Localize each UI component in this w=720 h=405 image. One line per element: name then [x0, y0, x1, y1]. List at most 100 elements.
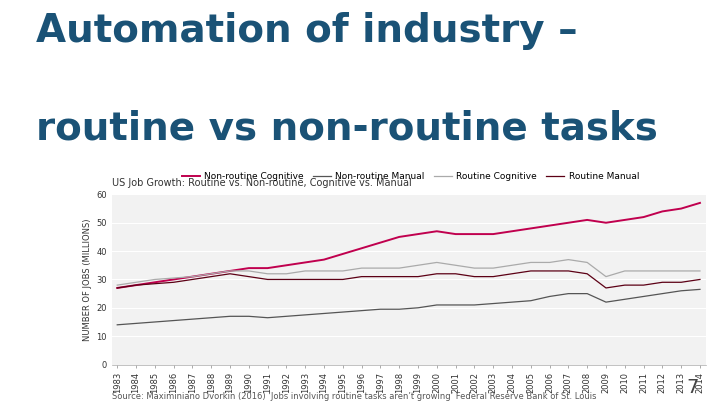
Routine Manual	[451, 271, 460, 276]
Non-routine Manual	[132, 321, 140, 326]
Routine Manual	[470, 274, 479, 279]
Non-routine Manual	[508, 300, 516, 305]
Non-routine Manual	[150, 320, 159, 324]
Non-routine Cognitive	[150, 280, 159, 285]
Routine Cognitive	[264, 271, 272, 276]
Non-routine Manual	[376, 307, 384, 312]
Routine Cognitive	[245, 269, 253, 273]
Routine Cognitive	[132, 280, 140, 285]
Non-routine Cognitive	[677, 206, 685, 211]
Routine Cognitive	[376, 266, 384, 271]
Text: routine vs non-routine tasks: routine vs non-routine tasks	[36, 109, 658, 147]
Routine Manual	[376, 274, 384, 279]
Routine Cognitive	[658, 269, 667, 273]
Routine Cognitive	[169, 275, 178, 280]
Line: Non-routine Manual: Non-routine Manual	[117, 289, 700, 325]
Routine Manual	[188, 277, 197, 282]
Non-routine Manual	[602, 300, 611, 305]
Routine Manual	[696, 277, 704, 282]
Routine Manual	[169, 280, 178, 285]
Routine Manual	[132, 283, 140, 288]
Y-axis label: NUMBER OF JOBS (MILLIONS): NUMBER OF JOBS (MILLIONS)	[83, 218, 92, 341]
Non-routine Cognitive	[357, 246, 366, 251]
Non-routine Cognitive	[320, 257, 328, 262]
Text: US Job Growth: Routine vs. Non-routine, Cognitive vs. Manual: US Job Growth: Routine vs. Non-routine, …	[112, 178, 411, 188]
Routine Manual	[282, 277, 291, 282]
Routine Manual	[489, 274, 498, 279]
Non-routine Cognitive	[658, 209, 667, 214]
Routine Manual	[320, 277, 328, 282]
Non-routine Cognitive	[602, 220, 611, 225]
Non-routine Manual	[564, 291, 572, 296]
Non-routine Cognitive	[245, 266, 253, 271]
Non-routine Manual	[169, 318, 178, 323]
Routine Manual	[545, 269, 554, 273]
Routine Cognitive	[188, 274, 197, 279]
Routine Manual	[621, 283, 629, 288]
Non-routine Manual	[526, 298, 535, 303]
Non-routine Manual	[658, 291, 667, 296]
Routine Manual	[395, 274, 403, 279]
Routine Cognitive	[489, 266, 498, 271]
Non-routine Cognitive	[132, 283, 140, 288]
Routine Manual	[301, 277, 310, 282]
Non-routine Cognitive	[433, 229, 441, 234]
Non-routine Cognitive	[545, 223, 554, 228]
Line: Non-routine Cognitive: Non-routine Cognitive	[117, 203, 700, 288]
Non-routine Manual	[301, 313, 310, 318]
Non-routine Manual	[414, 305, 423, 310]
Non-routine Manual	[245, 314, 253, 319]
Text: 7: 7	[686, 378, 698, 397]
Non-routine Cognitive	[301, 260, 310, 265]
Routine Manual	[150, 281, 159, 286]
Routine Manual	[564, 269, 572, 273]
Routine Manual	[264, 277, 272, 282]
Line: Routine Manual: Routine Manual	[117, 271, 700, 288]
Non-routine Manual	[225, 314, 234, 319]
Non-routine Cognitive	[526, 226, 535, 231]
Non-routine Cognitive	[225, 269, 234, 273]
Non-routine Manual	[583, 291, 592, 296]
Non-routine Manual	[282, 314, 291, 319]
Non-routine Cognitive	[414, 232, 423, 237]
Non-routine Cognitive	[113, 286, 122, 290]
Routine Cognitive	[113, 283, 122, 288]
Legend: Non-routine Cognitive, Non-routine Manual, Routine Cognitive, Routine Manual: Non-routine Cognitive, Non-routine Manua…	[178, 168, 643, 185]
Routine Manual	[583, 271, 592, 276]
Routine Cognitive	[677, 269, 685, 273]
Routine Cognitive	[470, 266, 479, 271]
Routine Manual	[338, 277, 347, 282]
Routine Cognitive	[320, 269, 328, 273]
Non-routine Manual	[545, 294, 554, 299]
Routine Manual	[207, 274, 215, 279]
Routine Cognitive	[414, 263, 423, 268]
Routine Manual	[508, 271, 516, 276]
Non-routine Manual	[395, 307, 403, 312]
Routine Manual	[357, 274, 366, 279]
Non-routine Cognitive	[376, 240, 384, 245]
Non-routine Cognitive	[207, 271, 215, 276]
Line: Routine Cognitive: Routine Cognitive	[117, 260, 700, 285]
Non-routine Manual	[264, 315, 272, 320]
Non-routine Cognitive	[621, 217, 629, 222]
Routine Manual	[433, 271, 441, 276]
Non-routine Cognitive	[696, 200, 704, 205]
Routine Manual	[414, 274, 423, 279]
Text: Automation of industry –: Automation of industry –	[36, 12, 577, 50]
Non-routine Manual	[451, 303, 460, 307]
Non-routine Manual	[338, 309, 347, 314]
Routine Manual	[639, 283, 648, 288]
Routine Cognitive	[357, 266, 366, 271]
Non-routine Cognitive	[395, 234, 403, 239]
Routine Manual	[225, 271, 234, 276]
Non-routine Manual	[188, 317, 197, 322]
Routine Cognitive	[301, 269, 310, 273]
Routine Cognitive	[433, 260, 441, 265]
Non-routine Manual	[357, 308, 366, 313]
Routine Manual	[245, 274, 253, 279]
Non-routine Cognitive	[338, 252, 347, 256]
Non-routine Cognitive	[264, 266, 272, 271]
Non-routine Manual	[639, 294, 648, 299]
Non-routine Cognitive	[583, 217, 592, 222]
Non-routine Cognitive	[451, 232, 460, 237]
